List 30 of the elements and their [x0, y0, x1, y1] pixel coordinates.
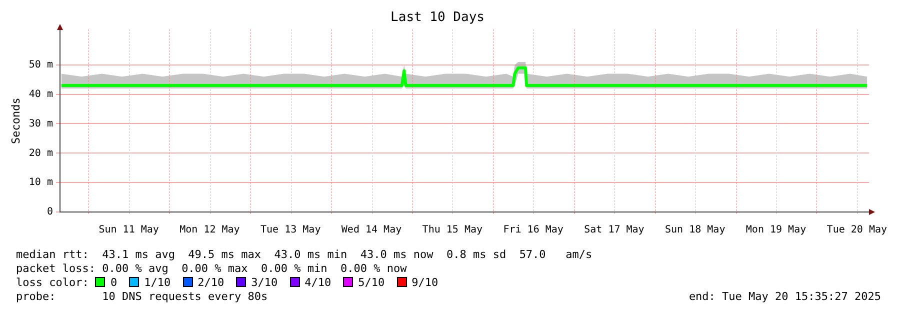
legend-label: 0: [110, 276, 118, 289]
x-tick-label: Wed 14 May: [341, 224, 402, 236]
legend-label: 2/10: [198, 276, 224, 289]
x-tick-label: Fri 16 May: [503, 224, 564, 236]
legend-label: 3/10: [251, 276, 278, 289]
x-tick-label: Sat 17 May: [584, 224, 644, 236]
x-tick-label: Mon 19 May: [746, 224, 806, 236]
y-tick-label: 20 m: [28, 148, 53, 159]
legend-title: loss color:: [16, 276, 90, 289]
x-tick-label: Tue 20 May: [826, 224, 888, 236]
text: end: Tue May 20 15:35:27 2025: [688, 290, 881, 304]
y-tick-label: 50 m: [28, 59, 53, 70]
y-tick-label: 30 m: [28, 118, 53, 130]
legend-label: 4/10: [304, 276, 332, 289]
x-tick-label: Thu 15 May: [422, 224, 483, 236]
x-tick-label: Mon 12 May: [180, 224, 240, 236]
y-tick-label: 10 m: [28, 177, 53, 188]
y-tick-label: 0: [46, 206, 53, 218]
y-tick-label: 40 m: [28, 88, 53, 100]
text: median rtt: 43.1 ms avg 49.5 ms max 43.0 ms min 43.0 ms now 0.8 ms sd 57.0 am/s: [16, 248, 592, 262]
x-tick-label: Tue 13 May: [260, 224, 321, 236]
legend-label: 9/10: [412, 276, 438, 289]
text: probe: 10 DNS requests every 80s: [16, 290, 268, 304]
legend-label: 5/10: [358, 276, 385, 289]
text: packet loss: 0.00 % avg 0.00 % max 0.00 % min 0.00 % now: [16, 262, 407, 276]
x-tick-label: Sun 11 May: [98, 224, 159, 236]
legend-label: 1/10: [144, 276, 171, 289]
x-tick-label: Sun 18 May: [665, 224, 726, 236]
chart-title: Last 10 Days: [390, 10, 484, 26]
y-axis-title: Seconds: [9, 98, 22, 144]
